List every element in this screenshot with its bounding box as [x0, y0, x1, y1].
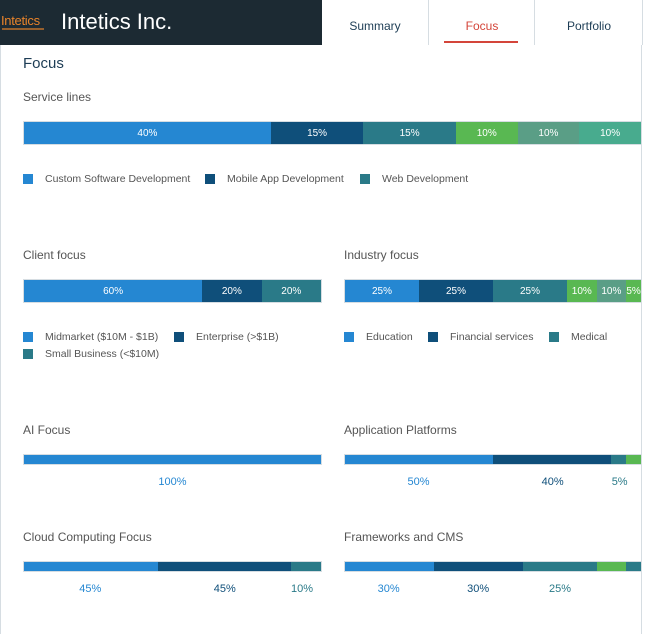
legend-item-small-business: Small Business (<$10M) [23, 348, 159, 360]
legend-label: Midmarket ($10M - $1B) [45, 331, 159, 343]
cloud-computing-focus-percent-label: 10% [290, 583, 314, 595]
service-lines-title: Service lines [23, 90, 92, 104]
legend-item-enterprise: Enterprise (>$1B) [174, 331, 279, 343]
legend-label: Web Development [382, 173, 469, 185]
client-focus-bar: 60% 20% 20% [23, 279, 322, 303]
frameworks-cms-segment [433, 562, 523, 571]
service-lines-segment: 15% [270, 122, 364, 144]
frameworks-cms-title: Frameworks and CMS [344, 530, 464, 544]
legend-label: Custom Software Development [45, 173, 191, 185]
service-lines-segment: 15% [363, 122, 456, 144]
legend-item-web-development: Web Development [360, 173, 468, 185]
application-platforms-segment [493, 455, 612, 464]
legend-swatch [23, 349, 33, 359]
legend-item-custom-software: Custom Software Development [23, 173, 190, 185]
legend-label: Enterprise (>$1B) [196, 331, 279, 343]
frame-border-right [641, 45, 642, 634]
industry-focus-segment: 10% [596, 280, 627, 302]
legend-swatch [23, 174, 33, 184]
frameworks-cms-segment [522, 562, 597, 571]
application-platforms-segment [345, 455, 493, 464]
cloud-computing-bar [23, 561, 322, 572]
legend-item-midmarket: Midmarket ($10M - $1B) [23, 331, 158, 343]
legend-label: Education [366, 331, 413, 343]
logo-text: Intetics [1, 13, 40, 28]
industry-focus-segment: 25% [493, 280, 567, 302]
legend-item-mobile-app: Mobile App Development [205, 173, 344, 185]
legend-swatch [360, 174, 370, 184]
application-platforms-segment [626, 455, 641, 464]
client-focus-segment: 60% [24, 280, 203, 302]
logo-tagline-line [2, 28, 44, 30]
cloud-computing-title: Cloud Computing Focus [23, 530, 152, 544]
application-platforms-percent-label: 5% [611, 476, 628, 488]
service-lines-segment: 10% [455, 122, 518, 144]
application-platforms-percent-label: 40% [541, 476, 564, 488]
frameworks-cms-segment [596, 562, 627, 571]
application-platforms-title: Application Platforms [344, 423, 457, 437]
client-focus-segment: 20% [202, 280, 262, 302]
cloud-computing-focus-segment [24, 562, 158, 571]
industry-focus-segment: 25% [345, 280, 419, 302]
service-lines-segment: 40% [24, 122, 271, 144]
application-platforms-percent-label: 50% [407, 476, 430, 488]
tab-focus[interactable]: Focus [428, 0, 535, 45]
frame-border-left [0, 0, 1, 634]
industry-focus-bar: 25% 25% 25% 10% 10% 5% [344, 279, 642, 303]
legend-item-financial-services: Financial services [428, 331, 533, 343]
service-lines-bar: 40% 15% 15% 10% 10% 10% [23, 121, 642, 145]
section-title: Focus [23, 55, 64, 72]
ai-focus-percent-label: 100% [158, 476, 187, 488]
industry-focus-segment: 5% [626, 280, 641, 302]
tab-summary[interactable]: Summary [349, 19, 401, 33]
legend-swatch [23, 332, 33, 342]
client-focus-title: Client focus [23, 248, 86, 262]
legend-swatch [344, 332, 354, 342]
service-lines-segment: 10% [579, 122, 641, 144]
ai-focus-bar [23, 454, 322, 465]
legend-swatch [428, 332, 438, 342]
application-platforms-bar [344, 454, 642, 465]
tab-portfolio[interactable]: Portfolio [534, 0, 643, 45]
application-platforms-segment [611, 455, 627, 464]
legend-label: Financial services [450, 331, 534, 343]
legend-label: Small Business (<$10M) [45, 348, 160, 360]
legend-label: Medical [571, 331, 608, 343]
profile-header: Intetics Intetics Inc. Summary Focus Por… [0, 0, 656, 45]
industry-focus-title: Industry focus [344, 248, 419, 262]
industry-focus-segment: 25% [419, 280, 493, 302]
frameworks-cms-segment [626, 562, 641, 571]
legend-item-medical: Medical [549, 331, 607, 343]
company-name: Intetics Inc. [61, 9, 173, 34]
active-tab-indicator [444, 41, 518, 43]
frameworks-cms-bar [344, 561, 642, 572]
legend-swatch [205, 174, 215, 184]
frameworks-cms-segment [345, 562, 434, 571]
cloud-computing-focus-segment [157, 562, 292, 571]
service-lines-segment: 10% [517, 122, 580, 144]
company-logo: Intetics [0, 0, 46, 45]
cloud-computing-focus-percent-label: 45% [213, 583, 236, 595]
brand-bar: Intetics Intetics Inc. [0, 0, 322, 45]
cloud-computing-focus-percent-label: 45% [79, 583, 102, 595]
frameworks-cms-percent-label: 30% [377, 583, 400, 595]
industry-focus-segment: 10% [567, 280, 597, 302]
frameworks-cms-percent-label: 25% [549, 583, 572, 595]
frameworks-cms-percent-label: 30% [467, 583, 490, 595]
cloud-computing-focus-segment [291, 562, 321, 571]
ai-focus-segment [24, 455, 321, 464]
ai-focus-title: AI Focus [23, 423, 71, 437]
legend-item-education: Education [344, 331, 413, 343]
client-focus-segment: 20% [261, 280, 321, 302]
legend-swatch [549, 332, 559, 342]
legend-label: Mobile App Development [227, 173, 344, 185]
profile-tabs: Summary Focus Portfolio [322, 0, 643, 45]
legend-swatch [174, 332, 184, 342]
